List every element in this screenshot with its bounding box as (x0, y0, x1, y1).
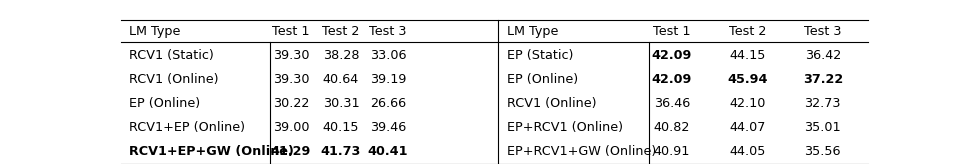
Text: Test 1: Test 1 (272, 25, 309, 38)
Text: 41.29: 41.29 (271, 144, 311, 157)
Text: 36.42: 36.42 (805, 49, 841, 62)
Text: 42.09: 42.09 (652, 72, 692, 86)
Text: 40.41: 40.41 (367, 144, 408, 157)
Text: EP (Online): EP (Online) (129, 97, 201, 110)
Text: 32.73: 32.73 (805, 97, 841, 110)
Text: 30.31: 30.31 (323, 97, 360, 110)
Text: 41.73: 41.73 (321, 144, 362, 157)
Text: Test 2: Test 2 (730, 25, 766, 38)
Text: 44.07: 44.07 (730, 121, 766, 133)
Text: 40.64: 40.64 (323, 72, 359, 86)
Text: 39.30: 39.30 (273, 72, 309, 86)
Text: 39.30: 39.30 (273, 49, 309, 62)
Text: LM Type: LM Type (129, 25, 181, 38)
Text: 44.15: 44.15 (730, 49, 766, 62)
Text: 26.66: 26.66 (370, 97, 406, 110)
Text: 33.06: 33.06 (370, 49, 406, 62)
Text: LM Type: LM Type (507, 25, 559, 38)
Text: EP+RCV1 (Online): EP+RCV1 (Online) (507, 121, 624, 133)
Text: RCV1 (Online): RCV1 (Online) (507, 97, 597, 110)
Text: Test 3: Test 3 (369, 25, 407, 38)
Text: 44.05: 44.05 (730, 144, 766, 157)
Text: RCV1+EP (Online): RCV1+EP (Online) (129, 121, 246, 133)
Text: EP (Online): EP (Online) (507, 72, 578, 86)
Text: 42.09: 42.09 (652, 49, 692, 62)
Text: 38.28: 38.28 (323, 49, 360, 62)
Text: 39.00: 39.00 (273, 121, 309, 133)
Text: Test 3: Test 3 (804, 25, 842, 38)
Text: 39.46: 39.46 (370, 121, 406, 133)
Text: 39.19: 39.19 (370, 72, 406, 86)
Text: RCV1 (Online): RCV1 (Online) (129, 72, 219, 86)
Text: 40.15: 40.15 (323, 121, 360, 133)
Text: EP+RCV1+GW (Online): EP+RCV1+GW (Online) (507, 144, 656, 157)
Text: RCV1 (Static): RCV1 (Static) (129, 49, 214, 62)
Text: 30.22: 30.22 (273, 97, 309, 110)
Text: EP (Static): EP (Static) (507, 49, 574, 62)
Text: 35.01: 35.01 (805, 121, 841, 133)
Text: 40.91: 40.91 (654, 144, 690, 157)
Text: RCV1+EP+GW (Online): RCV1+EP+GW (Online) (129, 144, 294, 157)
Text: Test 2: Test 2 (322, 25, 360, 38)
Text: 36.46: 36.46 (654, 97, 690, 110)
Text: 35.56: 35.56 (805, 144, 841, 157)
Text: Test 1: Test 1 (653, 25, 690, 38)
Text: 37.22: 37.22 (803, 72, 843, 86)
Text: 40.82: 40.82 (654, 121, 690, 133)
Text: 42.10: 42.10 (730, 97, 766, 110)
Text: 45.94: 45.94 (728, 72, 768, 86)
